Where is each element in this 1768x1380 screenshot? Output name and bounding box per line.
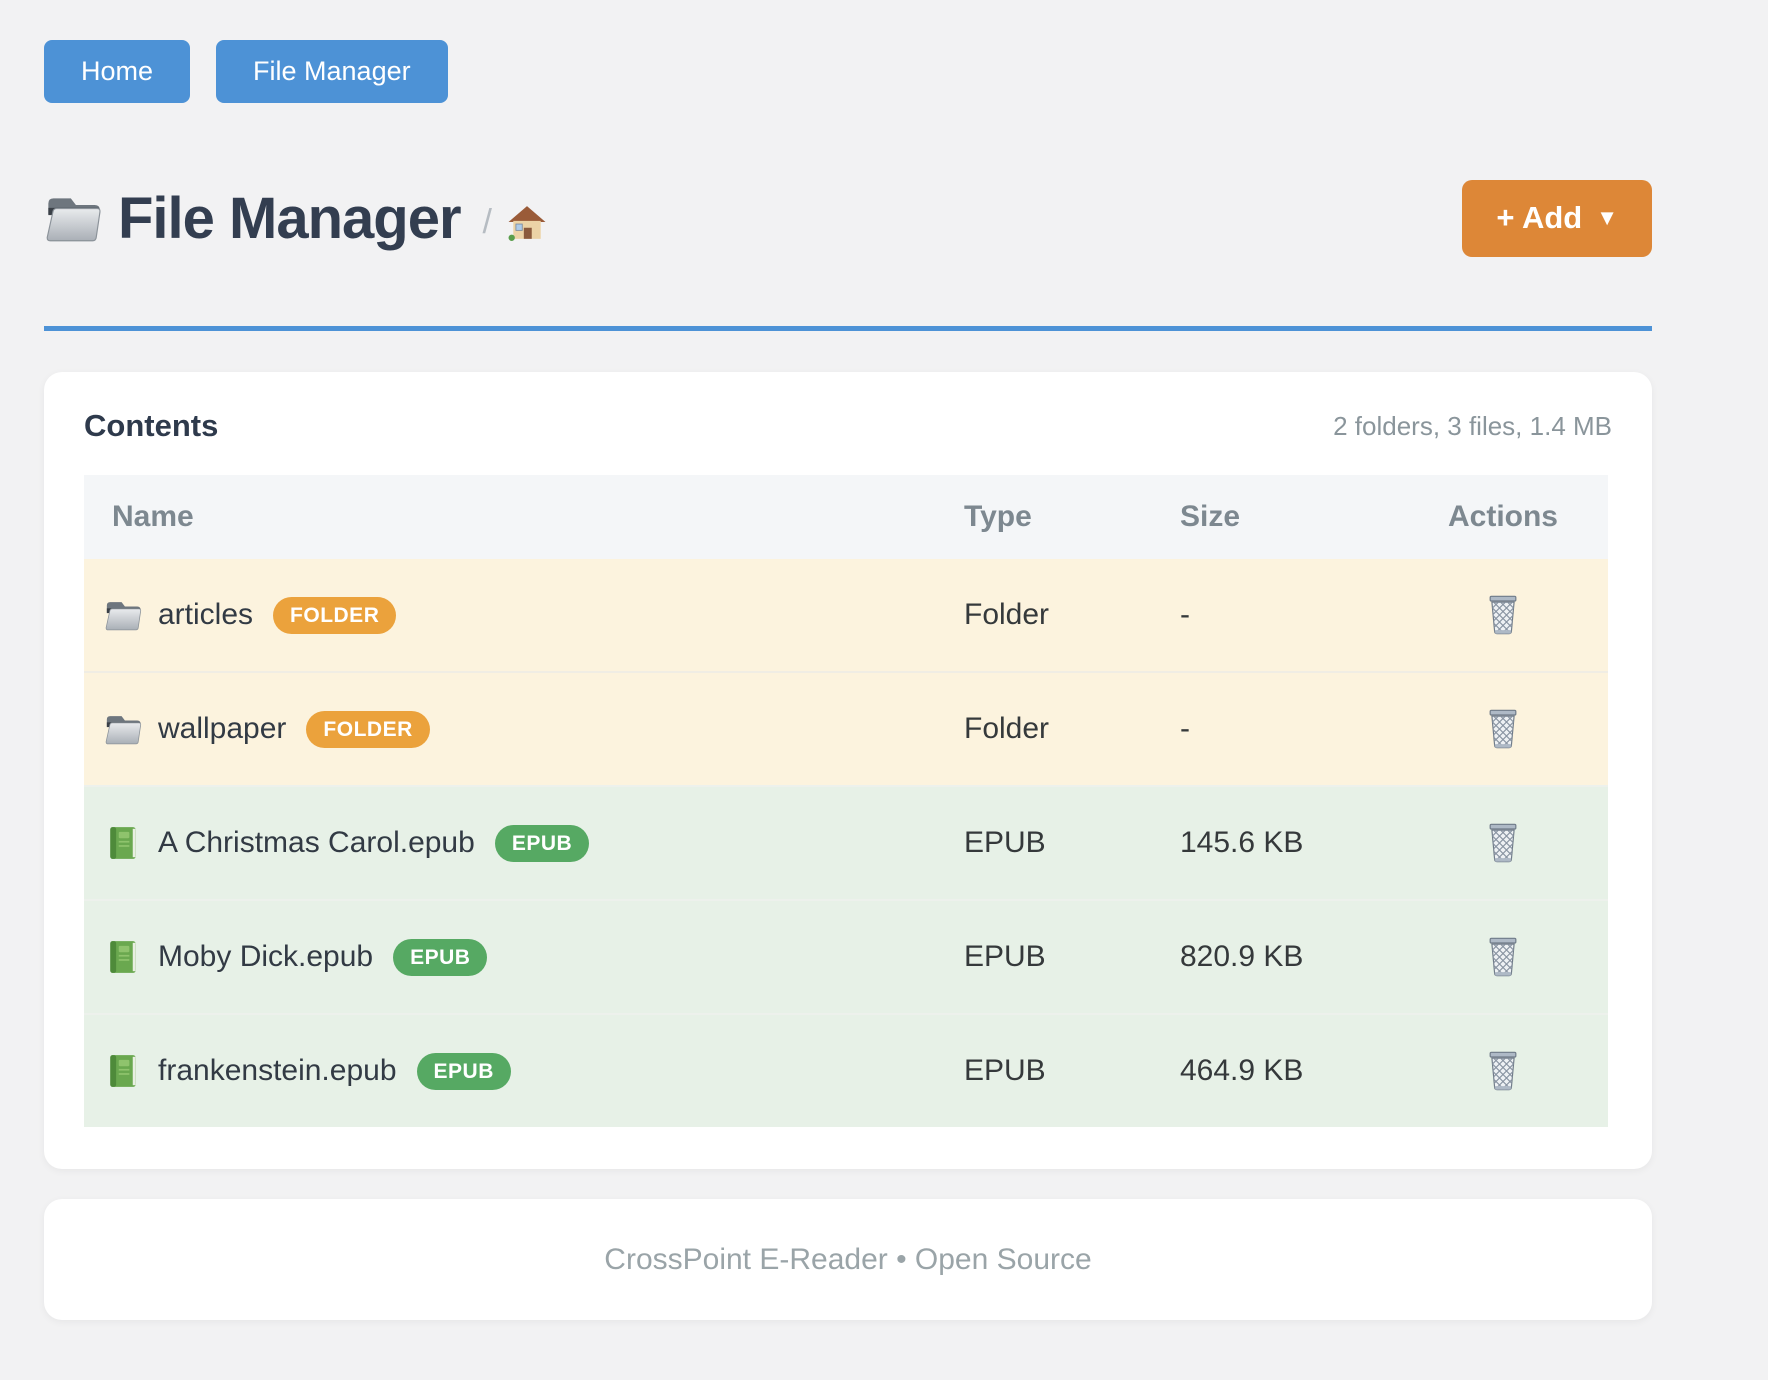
actions-cell [1398,708,1608,750]
file-manager-button[interactable]: File Manager [216,40,448,103]
file-type: EPUB [964,826,1046,859]
name-cell: articles FOLDER [84,596,964,634]
file-size: - [1180,598,1190,631]
footer-text: CrossPoint E-Reader • Open Source [604,1242,1092,1276]
file-size: 464.9 KB [1180,1054,1304,1087]
card-head: Contents 2 folders, 3 files, 1.4 MB [84,408,1612,444]
actions-cell [1398,822,1608,864]
trash-icon [1485,708,1521,750]
contents-card: Contents 2 folders, 3 files, 1.4 MB Name… [44,372,1652,1169]
name-cell: Moby Dick.epub EPUB [84,938,964,976]
delete-button[interactable] [1485,822,1521,864]
name-cell: A Christmas Carol.epub EPUB [84,824,964,862]
file-size: 145.6 KB [1180,826,1304,859]
home-icon[interactable] [508,205,546,241]
file-name[interactable]: Moby Dick.epub [158,940,374,973]
type-badge: EPUB [393,938,488,976]
column-header-size: Size [1180,500,1241,533]
trash-icon [1485,594,1521,636]
delete-button[interactable] [1485,594,1521,636]
book-icon [104,825,142,861]
table-header: Name Type Size Actions [84,475,1608,559]
name-cell: wallpaper FOLDER [84,710,964,748]
file-name[interactable]: articles [158,598,254,631]
book-icon [104,1053,142,1089]
breadcrumb-separator: / [482,202,492,241]
delete-button[interactable] [1485,936,1521,978]
name-cell: frankenstein.epub EPUB [84,1052,964,1090]
add-button-label: + Add [1496,200,1583,235]
add-button[interactable]: + Add ▼ [1462,179,1652,257]
trash-icon [1485,822,1521,864]
file-size: - [1180,712,1190,745]
file-name[interactable]: A Christmas Carol.epub [158,826,475,859]
file-type: Folder [964,598,1050,631]
footer: CrossPoint E-Reader • Open Source [44,1199,1652,1320]
type-badge: FOLDER [273,596,397,634]
table-row: wallpaper FOLDER Folder - [84,671,1608,785]
table-row: Moby Dick.epub EPUB EPUB 820.9 KB [84,899,1608,1013]
folder-icon [44,193,102,243]
actions-cell [1398,1050,1608,1092]
page: Home File Manager File Manager / + Add ▼… [44,0,1652,1320]
table-body: articles FOLDER Folder - wallpaper FOLDE… [84,559,1608,1127]
delete-button[interactable] [1485,708,1521,750]
chevron-down-icon: ▼ [1596,205,1618,230]
actions-cell [1398,936,1608,978]
column-header-name: Name [112,500,194,533]
trash-icon [1485,936,1521,978]
page-title: File Manager [118,185,462,251]
home-button[interactable]: Home [44,40,191,103]
actions-cell [1398,594,1608,636]
file-name[interactable]: frankenstein.epub [158,1054,397,1087]
column-header-type: Type [964,500,1032,533]
delete-button[interactable] [1485,1050,1521,1092]
file-type: Folder [964,712,1050,745]
table-row: frankenstein.epub EPUB EPUB 464.9 KB [84,1013,1608,1127]
file-table: Name Type Size Actions articles FOLDER F… [84,475,1608,1127]
trash-icon [1485,1050,1521,1092]
book-icon [104,939,142,975]
file-size: 820.9 KB [1180,940,1304,973]
table-row: A Christmas Carol.epub EPUB EPUB 145.6 K… [84,785,1608,899]
type-badge: FOLDER [306,710,430,748]
column-header-actions: Actions [1447,500,1558,533]
title-wrap: File Manager / [44,185,546,252]
file-name[interactable]: wallpaper [158,712,287,745]
table-row: articles FOLDER Folder - [84,559,1608,671]
file-type: EPUB [964,1054,1046,1087]
header-divider [44,326,1652,331]
file-type: EPUB [964,940,1046,973]
folder-icon [104,597,142,633]
type-badge: EPUB [494,824,590,862]
card-title: Contents [84,408,219,443]
page-header: File Manager / + Add ▼ [44,165,1652,271]
folder-icon [104,711,142,747]
top-nav: Home File Manager [44,0,1652,103]
contents-summary: 2 folders, 3 files, 1.4 MB [1333,410,1612,441]
type-badge: EPUB [416,1052,511,1090]
